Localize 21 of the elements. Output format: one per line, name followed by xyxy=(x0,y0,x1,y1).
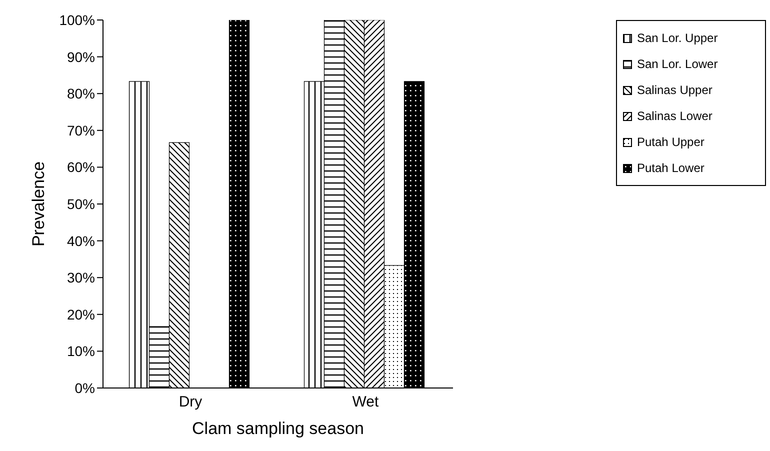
x-axis-title: Clam sampling season xyxy=(192,419,364,438)
y-tick-label: 30% xyxy=(66,270,95,286)
legend-label: San Lor. Lower xyxy=(637,57,718,71)
y-tick-label: 80% xyxy=(66,86,95,102)
y-tick-label: 60% xyxy=(66,159,95,176)
x-tick-label: Dry xyxy=(178,394,203,411)
y-tick-label: 90% xyxy=(66,48,95,65)
x-tick-label: Wet xyxy=(352,394,380,411)
y-tick-label: 100% xyxy=(59,12,95,28)
legend-label: Putah Upper xyxy=(637,135,704,149)
y-tick-label: 40% xyxy=(66,232,95,249)
y-tick-label: 50% xyxy=(66,196,95,212)
legend-label: Salinas Lower xyxy=(637,109,712,123)
legend-label: San Lor. Upper xyxy=(637,31,718,45)
y-tick-label: 70% xyxy=(66,122,95,138)
y-tick-label: 20% xyxy=(66,306,95,322)
legend-label: Putah Lower xyxy=(637,161,704,175)
y-tick-label: 10% xyxy=(66,343,95,360)
legend-label: Salinas Upper xyxy=(637,83,712,97)
y-tick-label: 0% xyxy=(74,380,95,396)
y-axis-title: Prevalence xyxy=(29,161,48,247)
